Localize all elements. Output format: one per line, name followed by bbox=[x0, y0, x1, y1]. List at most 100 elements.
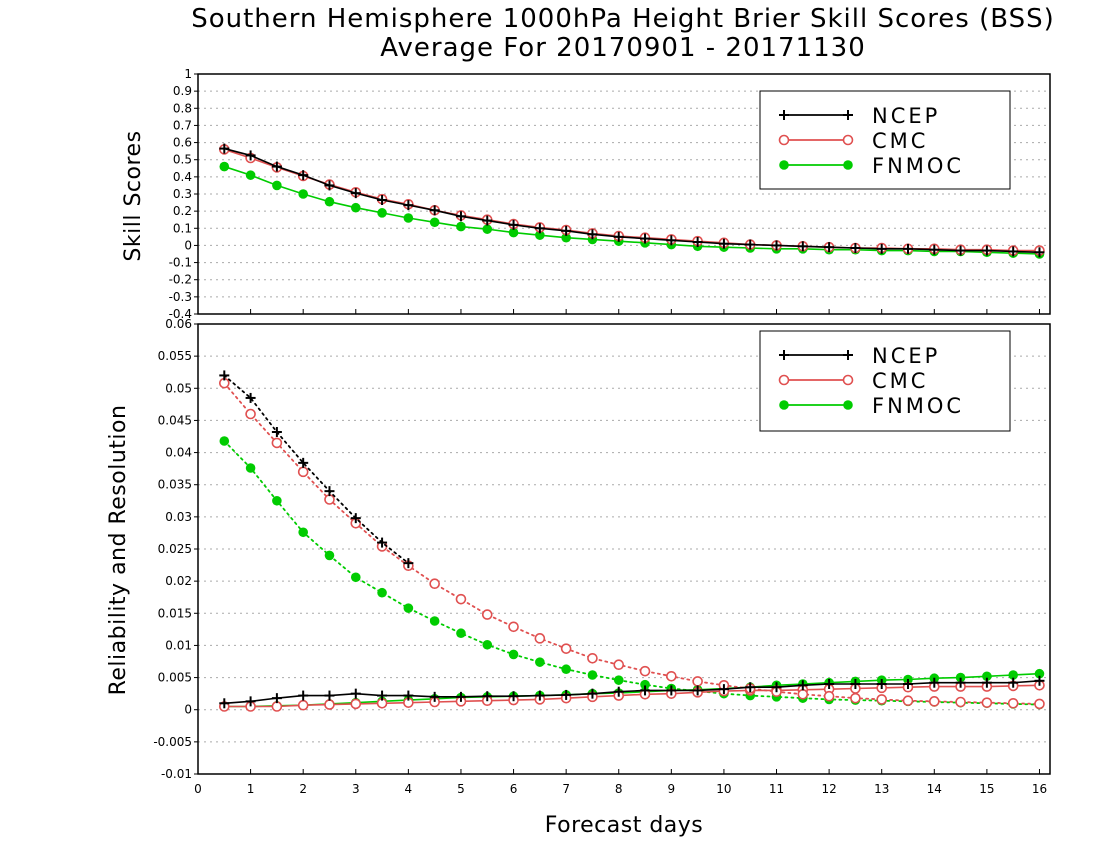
x-tick-label: 0 bbox=[194, 782, 202, 796]
data-point-fnmoc bbox=[298, 189, 308, 199]
legend-marker bbox=[779, 110, 789, 120]
x-tick-label: 10 bbox=[716, 782, 731, 796]
x-axis-label: Forecast days bbox=[545, 813, 704, 838]
data-point-fnmoc bbox=[508, 227, 519, 238]
data-point-ncep bbox=[403, 200, 414, 211]
x-tick-label: 12 bbox=[821, 782, 836, 796]
legend-box bbox=[759, 330, 1011, 432]
y-tick-label: 0.055 bbox=[158, 349, 192, 363]
y-tick-label: -0.01 bbox=[161, 767, 192, 781]
legend-marker bbox=[778, 374, 790, 386]
data-point-ncep bbox=[613, 231, 624, 242]
data-point-fnmoc-resolution bbox=[561, 664, 571, 675]
x-tick-label: 7 bbox=[562, 782, 570, 796]
data-point-cmc-reliability bbox=[297, 699, 309, 711]
y-tick-label: 0.03 bbox=[165, 510, 192, 524]
data-point-ncep bbox=[1034, 247, 1045, 258]
y-tick-label: 0.05 bbox=[165, 381, 192, 395]
data-point-cmc-resolution bbox=[245, 408, 256, 420]
data-point-fnmoc-resolution bbox=[482, 639, 493, 650]
data-point-ncep bbox=[666, 235, 677, 246]
data-point-ncep bbox=[718, 238, 729, 249]
data-point-ncep bbox=[955, 245, 966, 256]
y-tick-label: -0.3 bbox=[169, 290, 192, 304]
data-point-ncep-reliability bbox=[377, 690, 388, 701]
legend-marker bbox=[842, 134, 854, 146]
legend-label-fnmoc: FNMOC bbox=[872, 154, 964, 178]
data-point-cmc-resolution bbox=[876, 694, 888, 705]
y-tick-label: -0.005 bbox=[153, 735, 192, 749]
y-tick-label: 0 bbox=[184, 238, 192, 252]
plot-frame bbox=[197, 73, 1051, 315]
series-cmc-reliability bbox=[218, 679, 1045, 712]
data-point-cmc-resolution bbox=[1007, 697, 1019, 709]
data-point-cmc-reliability bbox=[271, 701, 283, 712]
data-point-ncep bbox=[350, 188, 361, 199]
data-point-ncep-resolution bbox=[271, 427, 282, 437]
legend-marker bbox=[843, 110, 853, 120]
data-point-ncep-reliability bbox=[771, 682, 782, 693]
y-tick-label: 0.035 bbox=[158, 478, 192, 492]
data-point-ncep-reliability bbox=[455, 691, 466, 702]
data-point-ncep-resolution bbox=[403, 558, 414, 569]
data-point-cmc-reliability bbox=[324, 699, 335, 710]
legend-label-fnmoc: FNMOC bbox=[872, 394, 964, 418]
data-point-ncep bbox=[903, 243, 913, 254]
data-point-cmc-resolution bbox=[981, 697, 993, 708]
data-point-fnmoc-resolution bbox=[587, 670, 598, 680]
data-point-fnmoc-resolution bbox=[377, 587, 387, 598]
data-point-cmc-resolution bbox=[297, 466, 309, 478]
series-ncep-reliability bbox=[219, 675, 1045, 709]
data-point-ncep-reliability bbox=[929, 677, 940, 688]
data-point-fnmoc bbox=[535, 230, 545, 240]
series-ncep-resolution bbox=[219, 370, 414, 569]
data-point-ncep-reliability bbox=[482, 691, 493, 702]
data-point-ncep bbox=[876, 243, 887, 254]
data-point-ncep-reliability bbox=[298, 690, 309, 701]
legend-marker bbox=[778, 134, 790, 146]
legend-item-cmc: CMC bbox=[778, 369, 928, 393]
data-point-fnmoc-resolution bbox=[350, 572, 361, 583]
x-tick-label: 2 bbox=[299, 782, 307, 796]
legend-label-cmc: CMC bbox=[872, 369, 928, 393]
data-point-ncep bbox=[534, 223, 545, 234]
data-point-ncep bbox=[797, 241, 808, 252]
data-point-ncep-reliability bbox=[508, 691, 519, 702]
data-point-cmc-resolution bbox=[639, 665, 651, 677]
data-point-cmc-resolution bbox=[797, 688, 809, 700]
data-point-cmc-resolution bbox=[1034, 698, 1045, 710]
x-tick-label: 13 bbox=[874, 782, 889, 796]
data-point-ncep-reliability bbox=[824, 679, 835, 689]
data-point-cmc-resolution bbox=[271, 437, 283, 449]
data-point-ncep-reliability bbox=[745, 682, 756, 693]
data-point-ncep bbox=[429, 205, 440, 216]
y-tick-label: 0.025 bbox=[158, 542, 192, 556]
y-tick-label: 0 bbox=[184, 703, 192, 717]
legend-label-cmc: CMC bbox=[872, 129, 928, 153]
data-point-cmc-resolution bbox=[850, 692, 861, 704]
data-point-ncep-reliability bbox=[271, 693, 282, 704]
data-point-fnmoc-resolution bbox=[640, 679, 650, 690]
data-point-cmc-reliability bbox=[350, 698, 362, 710]
y-tick-label: 0.005 bbox=[158, 671, 192, 685]
data-point-ncep-reliability bbox=[718, 684, 729, 695]
x-tick-label: 8 bbox=[615, 782, 623, 796]
series-line-ncep-resolution bbox=[223, 374, 410, 565]
data-point-ncep-reliability bbox=[350, 688, 361, 699]
series-cmc-resolution bbox=[218, 377, 1045, 710]
data-point-cmc-resolution bbox=[902, 695, 914, 707]
data-point-ncep bbox=[271, 161, 282, 172]
data-point-ncep-reliability bbox=[219, 698, 230, 709]
data-point-cmc-resolution bbox=[429, 578, 440, 590]
data-point-ncep-reliability bbox=[640, 685, 651, 696]
data-point-ncep bbox=[929, 244, 940, 255]
data-point-ncep bbox=[850, 243, 861, 253]
data-point-ncep-reliability bbox=[613, 686, 624, 697]
data-point-fnmoc-resolution bbox=[508, 649, 519, 660]
x-tick-label: 1 bbox=[247, 782, 255, 796]
data-point-cmc-resolution bbox=[613, 659, 625, 671]
data-point-ncep-reliability bbox=[850, 679, 861, 689]
